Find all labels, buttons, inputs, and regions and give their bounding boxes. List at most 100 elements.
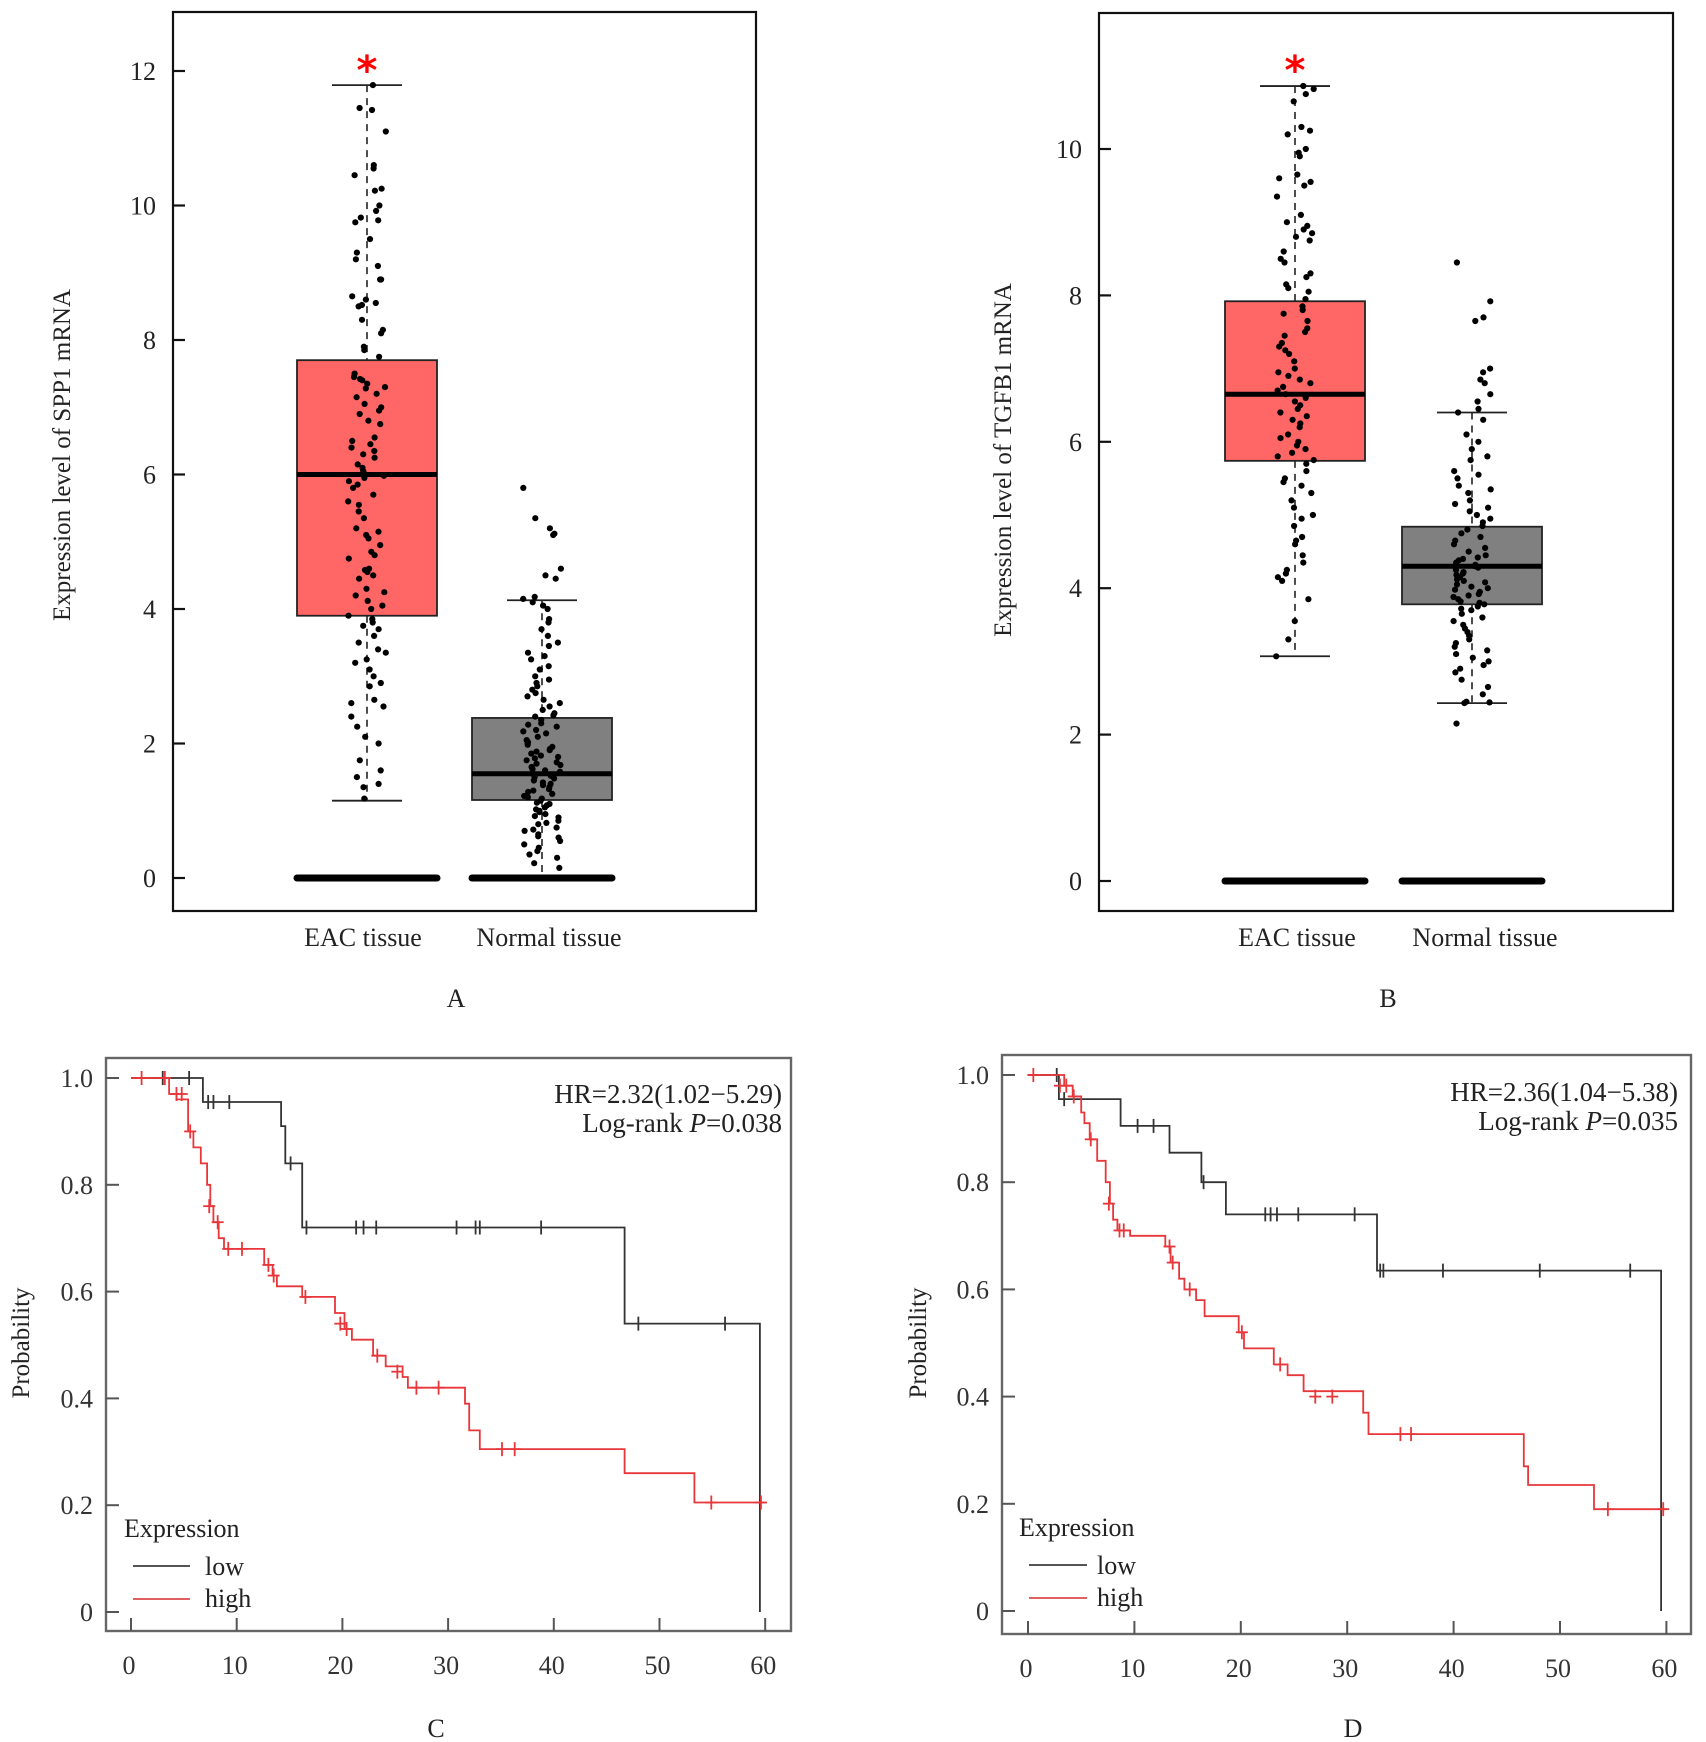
panel-c-series-low: [131, 1071, 761, 1612]
data-point: [1300, 559, 1307, 566]
data-point: [380, 703, 387, 710]
data-point: [556, 700, 563, 707]
data-point: [1277, 409, 1284, 416]
data-point: [353, 394, 360, 401]
panel-d-x-tick-label: 60: [1651, 1654, 1677, 1683]
data-point: [1487, 486, 1494, 493]
data-point: [531, 593, 538, 601]
data-point: [524, 741, 531, 748]
data-point: [360, 622, 367, 629]
panel-d-frame: [1000, 1053, 1693, 1636]
panel-a-plot-area: 0 2 4 6 8 10 12 *: [130, 10, 758, 913]
data-point: [1465, 489, 1472, 497]
data-point: [1277, 435, 1284, 442]
data-point: [1457, 598, 1464, 605]
data-point: [1451, 468, 1458, 475]
data-point: [369, 82, 376, 89]
data-point: [370, 673, 377, 680]
panel-b-y-tick-label: 4: [1069, 574, 1082, 603]
data-point: [361, 795, 368, 802]
data-point: [353, 249, 360, 256]
data-point: [544, 632, 552, 640]
panel-c-plot-area: 0 0.2 0.4 0.6 0.8 1.0 0 10 20 30 40 50 60: [61, 1056, 793, 1680]
data-point: [1468, 583, 1475, 590]
data-point: [1452, 566, 1460, 574]
data-point: [1286, 350, 1293, 358]
data-point: [545, 663, 552, 670]
data-point: [357, 214, 364, 221]
data-point: [1298, 482, 1305, 489]
data-point: [1475, 591, 1482, 598]
panel-d-y-tick-label: 0.4: [957, 1383, 990, 1412]
data-point: [360, 784, 367, 791]
data-point: [1282, 570, 1289, 577]
data-point: [377, 276, 384, 283]
data-point: [1296, 424, 1303, 431]
panel-c-legend: Expression low high: [124, 1514, 251, 1613]
data-point: [1475, 405, 1482, 412]
data-point: [1291, 522, 1298, 530]
data-point: [370, 572, 377, 579]
data-point: [1450, 593, 1457, 601]
data-point: [375, 780, 382, 788]
data-point: [375, 217, 382, 224]
data-point: [369, 619, 376, 626]
data-point: [1484, 453, 1491, 460]
panel-d-y-tick-label: 0.6: [957, 1275, 990, 1304]
data-point: [364, 568, 371, 576]
data-point: [1480, 369, 1487, 376]
data-point: [350, 373, 358, 381]
panel-b-y-tick-label: 8: [1069, 281, 1082, 310]
data-point: [539, 706, 546, 714]
data-point: [536, 809, 543, 816]
data-point: [1273, 193, 1281, 200]
data-point: [364, 380, 371, 387]
data-point: [556, 864, 563, 872]
panel-c-y-axis-label: Probability: [8, 1287, 35, 1399]
data-point: [1458, 610, 1465, 617]
data-point: [554, 639, 562, 646]
data-point: [1276, 175, 1283, 182]
panel-a-category-label-eac: EAC tissue: [304, 923, 422, 952]
data-point: [1484, 683, 1492, 691]
data-point: [1458, 530, 1465, 537]
data-point: [1275, 369, 1282, 376]
data-point: [545, 619, 552, 626]
data-point: [1305, 596, 1312, 603]
data-point: [377, 542, 384, 549]
data-point: [363, 656, 370, 663]
data-point: [351, 172, 358, 179]
panel-d-logrank-value: =0.035: [1602, 1106, 1678, 1136]
data-point: [352, 592, 359, 599]
data-point: [557, 565, 565, 572]
panel-c-y-tick-label: 0.8: [61, 1171, 94, 1200]
data-point: [1298, 123, 1305, 131]
data-point: [358, 316, 366, 323]
data-point: [1479, 691, 1486, 698]
data-point: [530, 787, 537, 794]
panel-a-y-tick-label: 2: [143, 730, 156, 759]
data-point: [1453, 720, 1460, 727]
data-point: [538, 720, 545, 727]
data-point: [356, 104, 363, 112]
data-point: [1479, 522, 1486, 530]
data-point: [1480, 416, 1487, 423]
data-point: [376, 202, 383, 209]
data-point: [1285, 285, 1292, 292]
panel-d-x-tick-label: 0: [1020, 1654, 1033, 1683]
data-point: [1303, 468, 1310, 475]
data-point: [349, 437, 356, 444]
data-point: [1480, 662, 1487, 669]
data-point: [1292, 233, 1300, 240]
data-point: [382, 649, 389, 656]
panel-c-frame: [104, 1056, 793, 1633]
panel-d-legend: Expression low high: [1019, 1513, 1143, 1612]
data-point: [1475, 438, 1482, 445]
data-point: [546, 747, 553, 754]
data-point: [542, 811, 549, 818]
data-point: [1451, 643, 1458, 650]
data-point: [1281, 259, 1288, 266]
data-point: [1303, 413, 1310, 420]
data-point: [1474, 398, 1481, 405]
data-point: [1307, 380, 1314, 387]
